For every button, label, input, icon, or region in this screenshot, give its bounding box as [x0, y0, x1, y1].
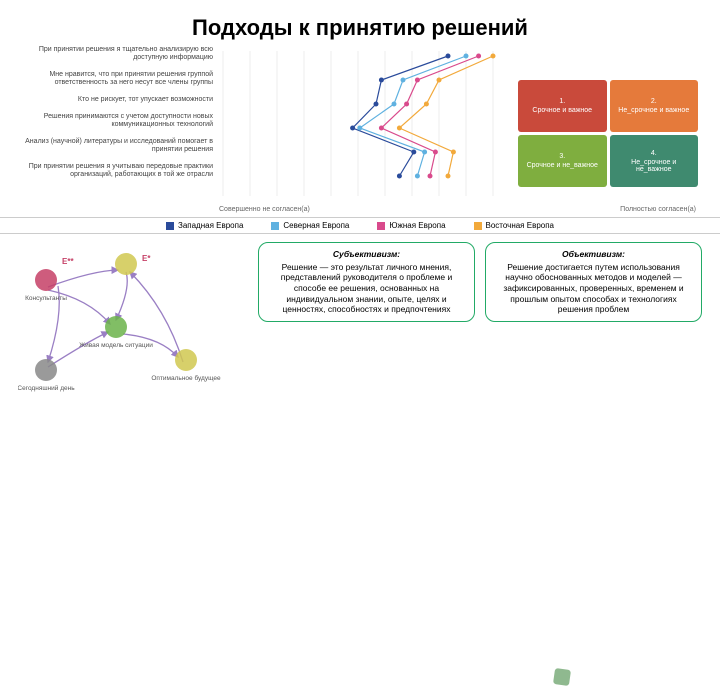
svg-text:Консультанты: Консультанты [25, 295, 67, 302]
objectivism-box: Объективизм: Решение достигается путем и… [485, 242, 702, 322]
quadrant-cell: 3.Срочное и не_важное [518, 135, 607, 187]
statement: Кто не рискует, тот упускает возможности [18, 96, 213, 104]
statement: Решения принимаются с учетом доступности… [18, 113, 213, 129]
legend: Западная Европа Северная Европа Южная Евро… [0, 217, 720, 234]
quadrant-cell: 1.Срочное и важное [518, 80, 607, 132]
priority-matrix: 1.Срочное и важное2.Не_срочное и важное3… [518, 80, 698, 187]
svg-text:E**: E** [62, 257, 74, 266]
legend-item: Северная Европа [271, 221, 349, 230]
statement: При принятии решения я учитываю передовы… [18, 163, 213, 179]
subjectivism-body: Решение — это результат личного мнения, … [267, 262, 466, 315]
subjectivism-title: Субъективизм: [267, 249, 466, 260]
objectivism-body: Решение достигается путем использования … [494, 262, 693, 315]
axis-right-label: Полностью согласен(а) [620, 206, 696, 213]
svg-text:Живая модель ситуации: Живая модель ситуации [79, 342, 153, 349]
statement: При принятии решения я тщательно анализи… [18, 46, 213, 62]
svg-text:Оптимальное будущее: Оптимальное будущее [151, 374, 221, 382]
axis-left-label: Совершенно не согласен(а) [219, 206, 310, 213]
legend-item: Западная Европа [166, 221, 243, 230]
statement: Анализ (научной) литературы и исследован… [18, 138, 213, 154]
quadrant-cell: 4.Не_срочное и не_важное [610, 135, 699, 187]
statement-list: При принятии решения я тщательно анализи… [18, 46, 213, 213]
subjectivism-box: Субъективизм: Решение — это результат ли… [258, 242, 475, 322]
svg-text:Сегодняшний день: Сегодняшний день [18, 384, 75, 392]
legend-item: Восточная Европа [474, 221, 555, 230]
objectivism-title: Объективизм: [494, 249, 693, 260]
consulting-diagram: Консультанты E* Живая модель ситуации Оптим… [18, 242, 248, 392]
quadrant-cell: 2.Не_срочное и важное [610, 80, 699, 132]
legend-item: Южная Европа [377, 221, 445, 230]
statement: Мне нравится, что при принятии решения г… [18, 71, 213, 87]
page-title: Подходы к принятию решений [0, 0, 720, 46]
sticky-note-icon [553, 668, 571, 686]
svg-text:E*: E* [142, 254, 151, 263]
